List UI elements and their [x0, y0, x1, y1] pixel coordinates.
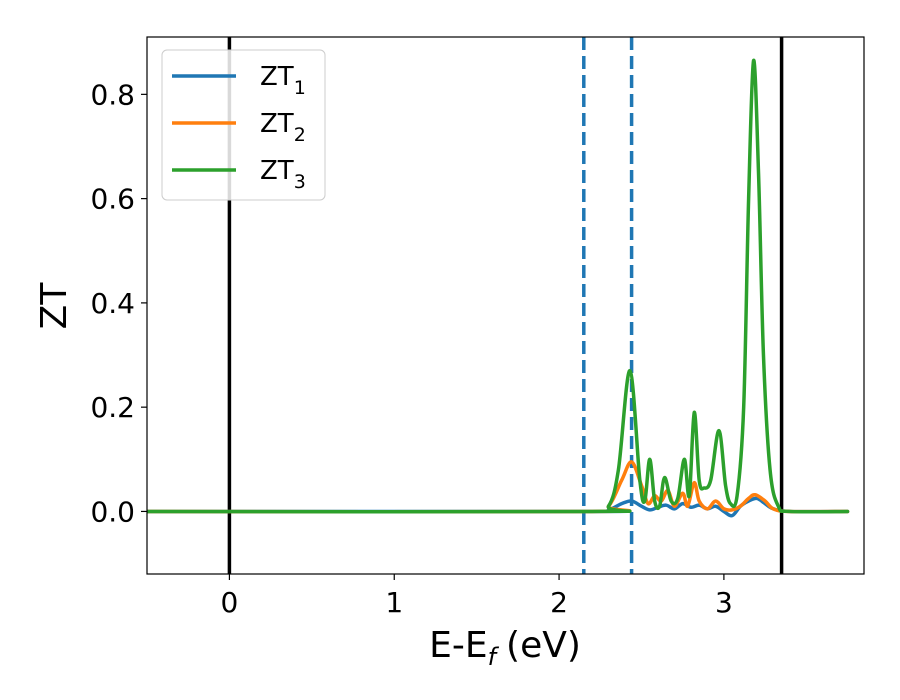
- legend: ZT1 ZT2 ZT3: [161, 49, 326, 201]
- x-tick-label: 0: [220, 586, 238, 619]
- y-tick-label: 0.0: [90, 495, 135, 528]
- x-tick-label: 2: [550, 586, 568, 619]
- legend-box: [161, 49, 326, 201]
- series-line-zt3: [147, 58, 850, 514]
- series-group: [147, 58, 850, 518]
- x-tick-label: 3: [715, 586, 733, 619]
- y-axis-label: ZT: [34, 282, 75, 330]
- legend-label-zt3: ZT3: [260, 156, 306, 193]
- y-tick-label: 0.8: [90, 78, 135, 111]
- legend-label-zt2: ZT2: [260, 109, 306, 146]
- y-tick-label: 0.4: [90, 287, 135, 320]
- legend-label-zt1: ZT1: [260, 62, 306, 99]
- y-tick-label: 0.2: [90, 391, 135, 424]
- y-tick-label: 0.6: [90, 183, 135, 216]
- x-axis: 0 1 2 3: [220, 574, 733, 619]
- y-axis: 0.0 0.2 0.4 0.6 0.8: [90, 78, 147, 528]
- plot-frame: [146, 36, 865, 575]
- x-axis-label: E-Ef (eV): [429, 625, 581, 671]
- legend-items: ZT1 ZT2 ZT3: [172, 62, 306, 193]
- series-line-zt2: [147, 460, 850, 514]
- x-tick-label: 1: [385, 586, 403, 619]
